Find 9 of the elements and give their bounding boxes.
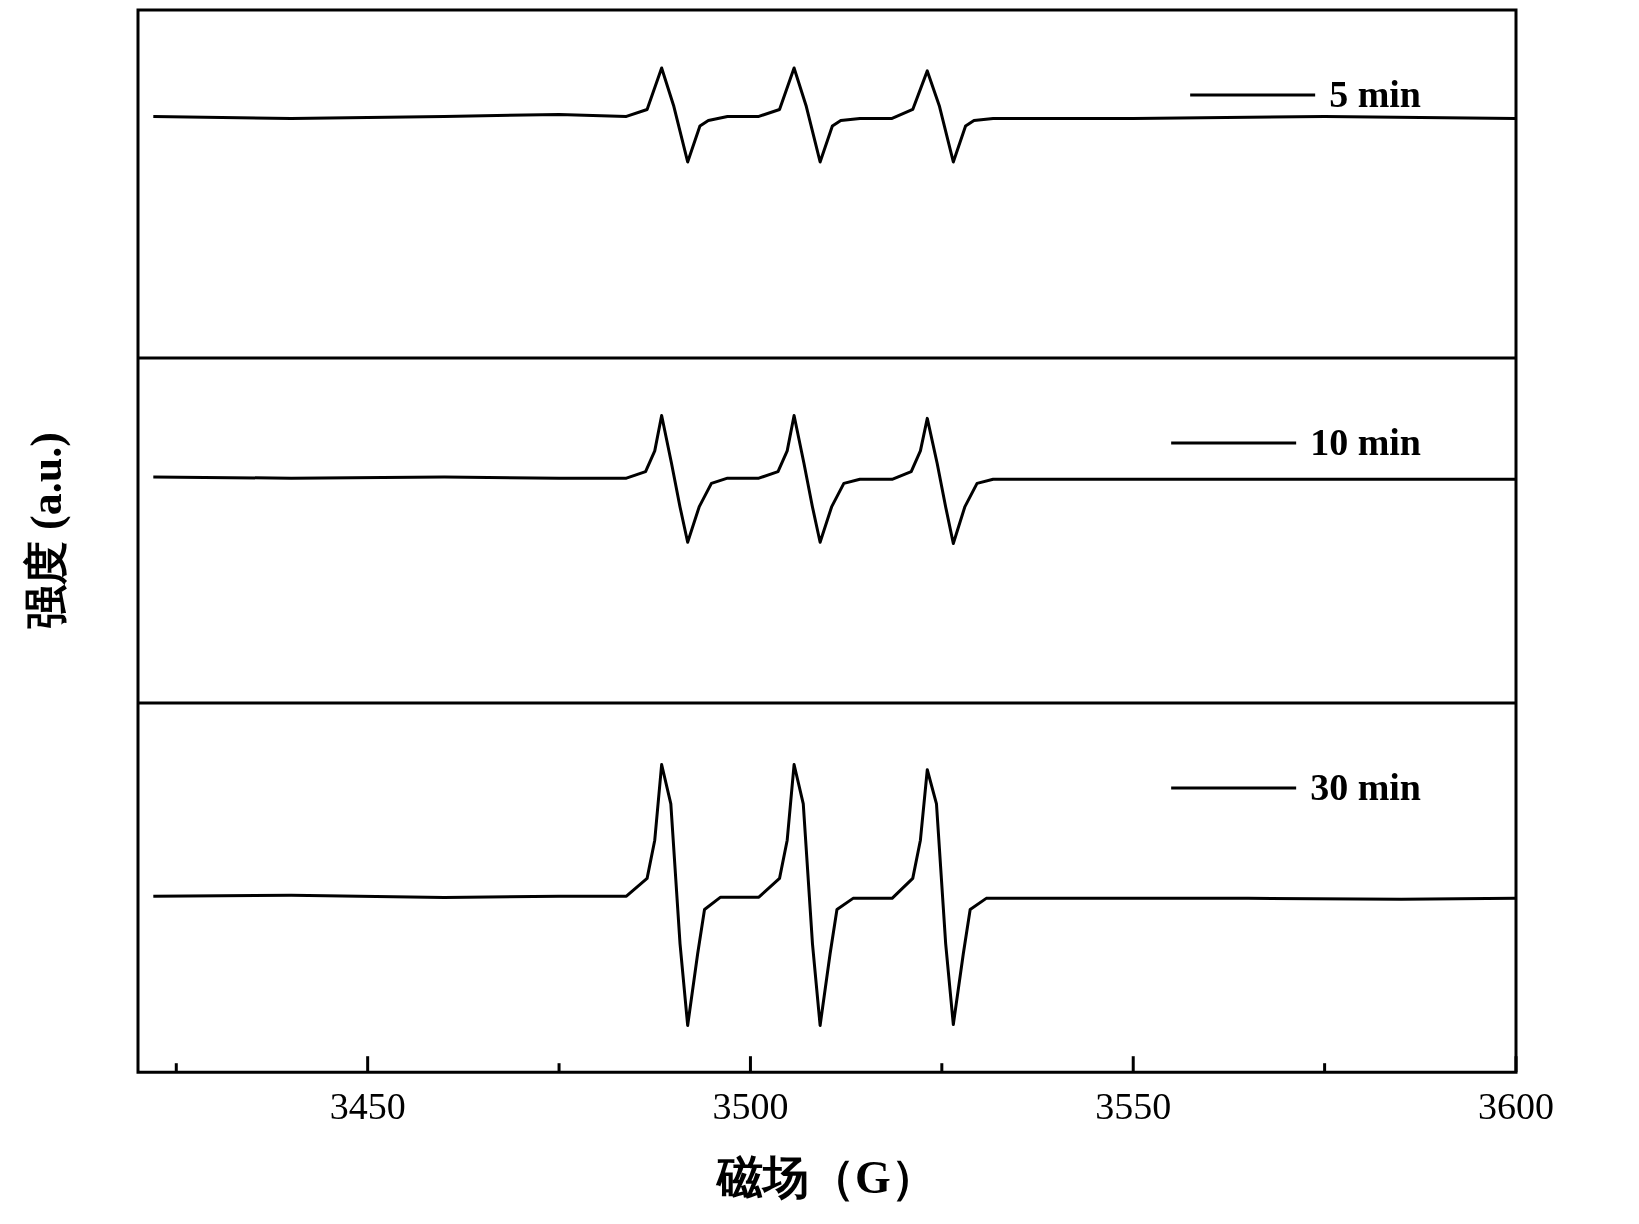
x-tick-label: 3600: [1478, 1084, 1554, 1127]
legend-label: 10 min: [1310, 420, 1422, 463]
x-axis-title: 磁场（G）: [715, 1152, 937, 1204]
x-tick-label: 3550: [1095, 1084, 1172, 1127]
legend-label: 5 min: [1329, 72, 1422, 115]
x-tick-label: 3500: [712, 1084, 789, 1127]
legend-label: 30 min: [1310, 765, 1422, 808]
y-axis-title: 强度 (a.u.): [22, 432, 72, 629]
x-tick-label: 3450: [329, 1084, 406, 1127]
